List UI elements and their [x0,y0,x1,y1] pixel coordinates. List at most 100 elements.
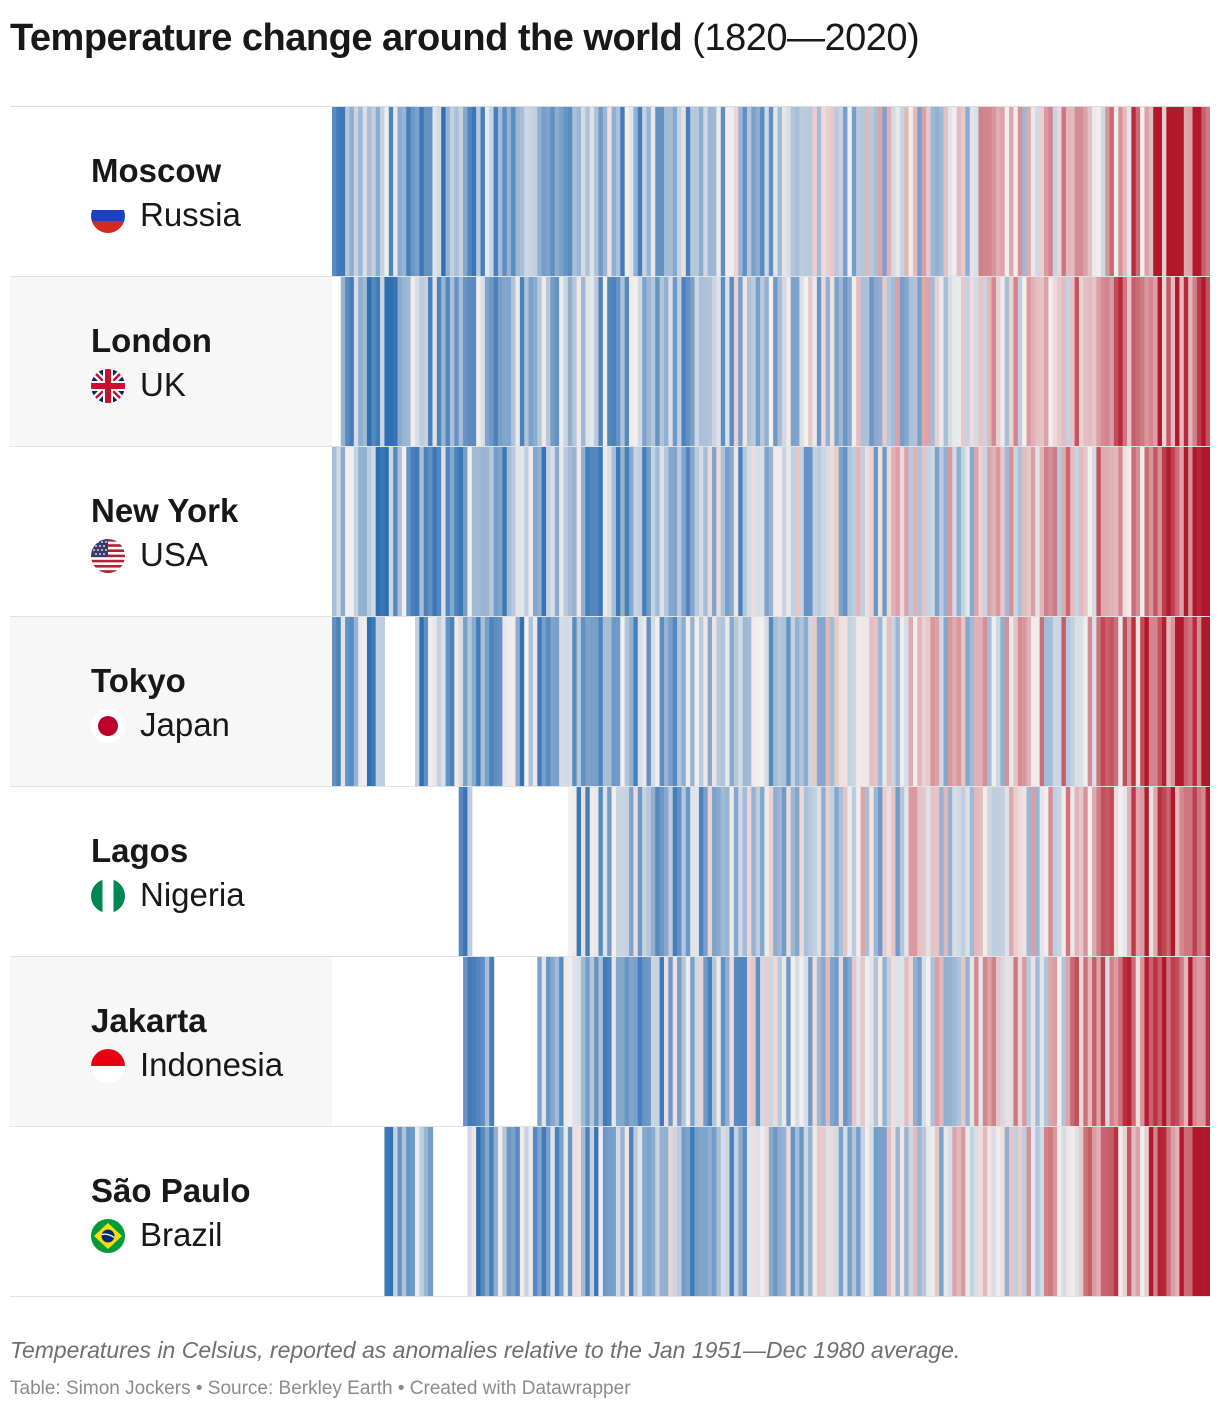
stripe-1904 [698,277,704,446]
stripe-1848 [454,617,460,786]
stripe-2020 [1205,957,1210,1126]
stripe-1982 [1039,277,1045,446]
stripe-1853 [476,1127,482,1296]
stripe-1959 [939,447,945,616]
stripe-1995 [1096,787,1102,956]
stripe-1920 [768,1127,774,1296]
stripe-1867 [537,277,543,446]
stripe-1913 [738,617,744,786]
stripe-1821 [336,107,342,276]
stripe-1954 [917,617,923,786]
stripe-1920 [768,277,774,446]
stripe-1987 [1061,957,1067,1126]
stripe-1966 [969,617,975,786]
stripe-1982 [1039,617,1045,786]
stripe-1971 [991,617,997,786]
stripe-1893 [650,787,656,956]
stripe-1877 [580,787,586,956]
stripe-2005 [1140,787,1146,956]
stripe-2018 [1196,617,1202,786]
stripe-1903 [694,787,700,956]
stripe-1903 [694,447,700,616]
stripe-1927 [799,617,805,786]
stripe-1972 [995,107,1001,276]
stripe-1924 [786,1127,792,1296]
stripe-1871 [554,447,560,616]
stripe-2002 [1127,107,1132,276]
stripe-1907 [712,1127,717,1296]
stripe-1872 [559,1127,565,1296]
stripe-2020 [1205,1127,1210,1296]
stripe-1957 [930,277,936,446]
stripe-1892 [646,447,652,616]
stripe-1869 [546,277,552,446]
stripe-2009 [1157,107,1163,276]
stripe-1979 [1026,447,1032,616]
stripe-1915 [746,1127,752,1296]
stripe-1831 [380,617,386,786]
stripe-2020 [1205,447,1210,616]
stripe-1867 [537,107,543,276]
stripe-1963 [956,107,962,276]
stripe-1996 [1100,1127,1106,1296]
stripe-2005 [1140,617,1146,786]
stripe-1999 [1113,1127,1119,1296]
stripe-1925 [790,787,796,956]
stripe-1858 [497,447,503,616]
stripe-1992 [1083,787,1089,956]
stripe-1963 [956,787,962,956]
stripe-1906 [707,1127,713,1296]
stripe-1977 [1017,1127,1023,1296]
stripe-1969 [982,787,988,956]
stripe-1991 [1078,957,1084,1126]
stripe-1823 [345,447,351,616]
stripe-1889 [633,787,639,956]
nigeria-flag-icon [91,879,125,913]
stripe-1841 [423,447,429,616]
stripe-1892 [646,1127,652,1296]
stripe-1878 [585,957,591,1126]
stripe-1912 [733,107,739,276]
stripe-1991 [1078,107,1084,276]
stripe-1910 [725,107,731,276]
stripe-2016 [1188,107,1194,276]
stripe-1918 [760,1127,766,1296]
stripe-1918 [760,957,766,1126]
stripe-1879 [589,447,595,616]
stripe-1839 [415,107,420,276]
stripe-1968 [978,1127,984,1296]
stripe-1935 [834,107,840,276]
stripe-1954 [917,447,923,616]
stripe-1945 [878,957,883,1126]
stripe-1962 [952,617,958,786]
stripe-1962 [952,957,958,1126]
stripe-1827 [362,447,368,616]
stripe-1967 [974,447,980,616]
stripe-1919 [764,277,770,446]
stripes-table: Moscow Russia London UK New York USA Tok… [10,106,1210,1298]
stripe-1932 [821,107,827,276]
stripe-2019 [1201,447,1207,616]
stripe-1889 [633,957,639,1126]
stripe-1907 [712,787,717,956]
stripe-1838 [410,107,416,276]
stripe-1871 [554,1127,560,1296]
stripe-1854 [480,447,486,616]
stripe-1913 [738,1127,744,1296]
stripe-1890 [637,1127,643,1296]
stripe-1862 [515,617,521,786]
stripe-1990 [1074,107,1080,276]
stripe-2020 [1205,787,1210,956]
stripe-1828 [366,617,372,786]
stripe-1975 [1009,617,1015,786]
stripe-1842 [428,617,434,786]
stripe-1868 [541,957,547,1126]
stripe-1921 [773,787,779,956]
stripe-1900 [681,617,687,786]
stripes-svg [340,277,1210,446]
stripe-1907 [712,107,717,276]
stripe-1834 [393,1127,399,1296]
stripe-1970 [987,107,993,276]
stripe-1901 [685,787,691,956]
stripe-1924 [786,277,792,446]
